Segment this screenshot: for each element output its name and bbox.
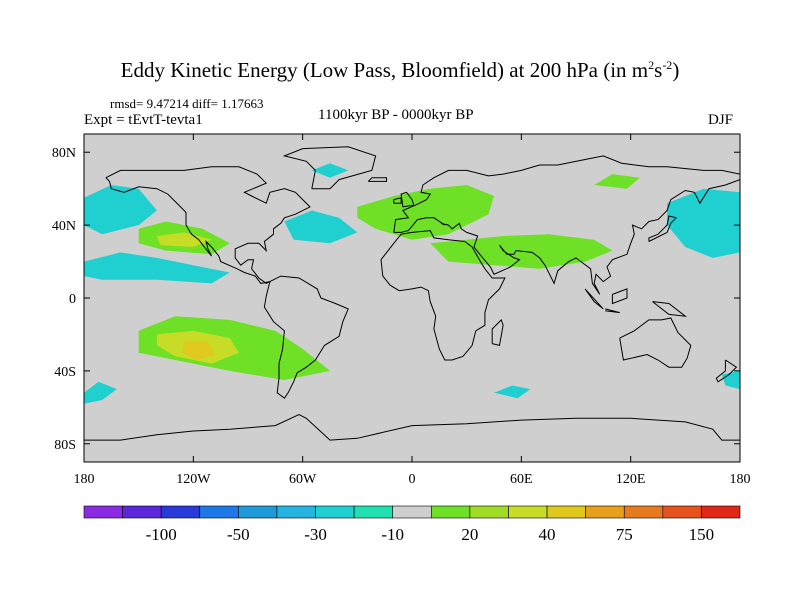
- colorbar-box: [701, 505, 741, 519]
- colorbar-box: [392, 505, 432, 519]
- coastline: [367, 177, 387, 182]
- colorbar-box: [546, 505, 586, 519]
- coastline: [263, 275, 349, 399]
- y-tick-label: 40N: [52, 219, 76, 234]
- colorbar-label: 150: [689, 525, 715, 544]
- colorbar-box: [430, 505, 471, 519]
- anomaly-region: [494, 385, 531, 399]
- x-tick-label: 0: [409, 472, 416, 487]
- axis-ticks: 180 120W 60W 0 60E 120E 180 80N 40N 0 40S 80S: [52, 134, 751, 487]
- coastline: [648, 215, 678, 242]
- anomaly-region: [721, 370, 740, 390]
- x-tick-label: 60W: [289, 472, 317, 487]
- coastline: [605, 308, 620, 314]
- title-superscript-2: -2: [662, 58, 673, 72]
- x-tick-label: 120E: [616, 472, 646, 487]
- x-tick-label: 120W: [176, 472, 211, 487]
- colorbar-box: [276, 505, 316, 519]
- colorbar-box: [83, 505, 123, 519]
- anomaly-layer: [84, 163, 740, 404]
- colorbar-box: [160, 505, 201, 519]
- coastline: [393, 155, 740, 233]
- coastline: [584, 288, 604, 310]
- coastline: [619, 317, 692, 368]
- colorbar-box: [508, 505, 548, 519]
- anomaly-region: [311, 163, 349, 178]
- coastline: [393, 197, 402, 204]
- colorbar-box: [662, 505, 702, 519]
- colorbar-label: -50: [227, 525, 250, 544]
- title-text-mid: s: [654, 58, 663, 82]
- coastline: [715, 359, 738, 383]
- colorbar-box: [585, 505, 625, 519]
- y-tick-label: 80S: [54, 438, 76, 453]
- y-tick-label: 80N: [52, 146, 76, 161]
- coastline: [380, 230, 506, 361]
- anomaly-region: [284, 210, 358, 244]
- title-text-end: ): [672, 58, 680, 82]
- anomaly-region: [84, 252, 230, 284]
- anomaly-region: [182, 341, 216, 360]
- anomaly-region: [84, 381, 117, 404]
- anomaly-region: [84, 185, 157, 235]
- anomaly-region: [667, 188, 740, 258]
- figure-title: Eddy Kinetic Energy (Low Pass, Bloomfiel…: [0, 58, 800, 83]
- experiment-label: Expt = tEvtT-tevta1: [84, 112, 203, 128]
- coastline: [491, 318, 504, 347]
- colorbar-box: [238, 505, 278, 519]
- coastlines: [84, 146, 740, 441]
- season-label: DJF: [708, 112, 734, 128]
- x-tick-label: 60E: [510, 472, 533, 487]
- coastline: [400, 191, 415, 208]
- coastline: [652, 301, 688, 317]
- anomaly-region: [594, 174, 640, 189]
- y-tick-label: 40S: [54, 365, 76, 380]
- coastline: [611, 288, 628, 305]
- colorbar-label: 40: [539, 525, 556, 544]
- colorbar: -100 -50 -30 -10 20 40 75 150: [83, 505, 741, 544]
- colorbar-label: -10: [381, 525, 404, 544]
- colorbar-box: [199, 505, 239, 519]
- colorbar-box: [315, 505, 355, 519]
- x-tick-label: 180: [74, 472, 95, 487]
- colorbar-label: -100: [146, 525, 177, 544]
- colorbar-label: 75: [616, 525, 633, 544]
- coastline: [84, 414, 740, 441]
- coastline: [282, 146, 377, 190]
- coastline: [105, 166, 311, 284]
- period-label: 1100kyr BP - 0000kyr BP: [318, 107, 474, 123]
- rmsd-label: rmsd= 9.47214 diff= 1.17663: [110, 96, 264, 111]
- y-tick-label: 0: [69, 292, 76, 307]
- colorbar-box: [353, 505, 394, 519]
- colorbar-label: 20: [461, 525, 478, 544]
- colorbar-label: -30: [304, 525, 327, 544]
- title-text: Eddy Kinetic Energy (Low Pass, Bloomfiel…: [120, 58, 649, 82]
- map-background: [84, 134, 740, 462]
- anomaly-region: [156, 232, 212, 247]
- colorbar-box: [469, 505, 509, 519]
- colorbar-box: [122, 505, 162, 519]
- x-tick-label: 180: [730, 472, 751, 487]
- coastline: [393, 179, 740, 295]
- colorbar-box: [623, 505, 664, 519]
- title-superscript-1: 2: [648, 58, 655, 72]
